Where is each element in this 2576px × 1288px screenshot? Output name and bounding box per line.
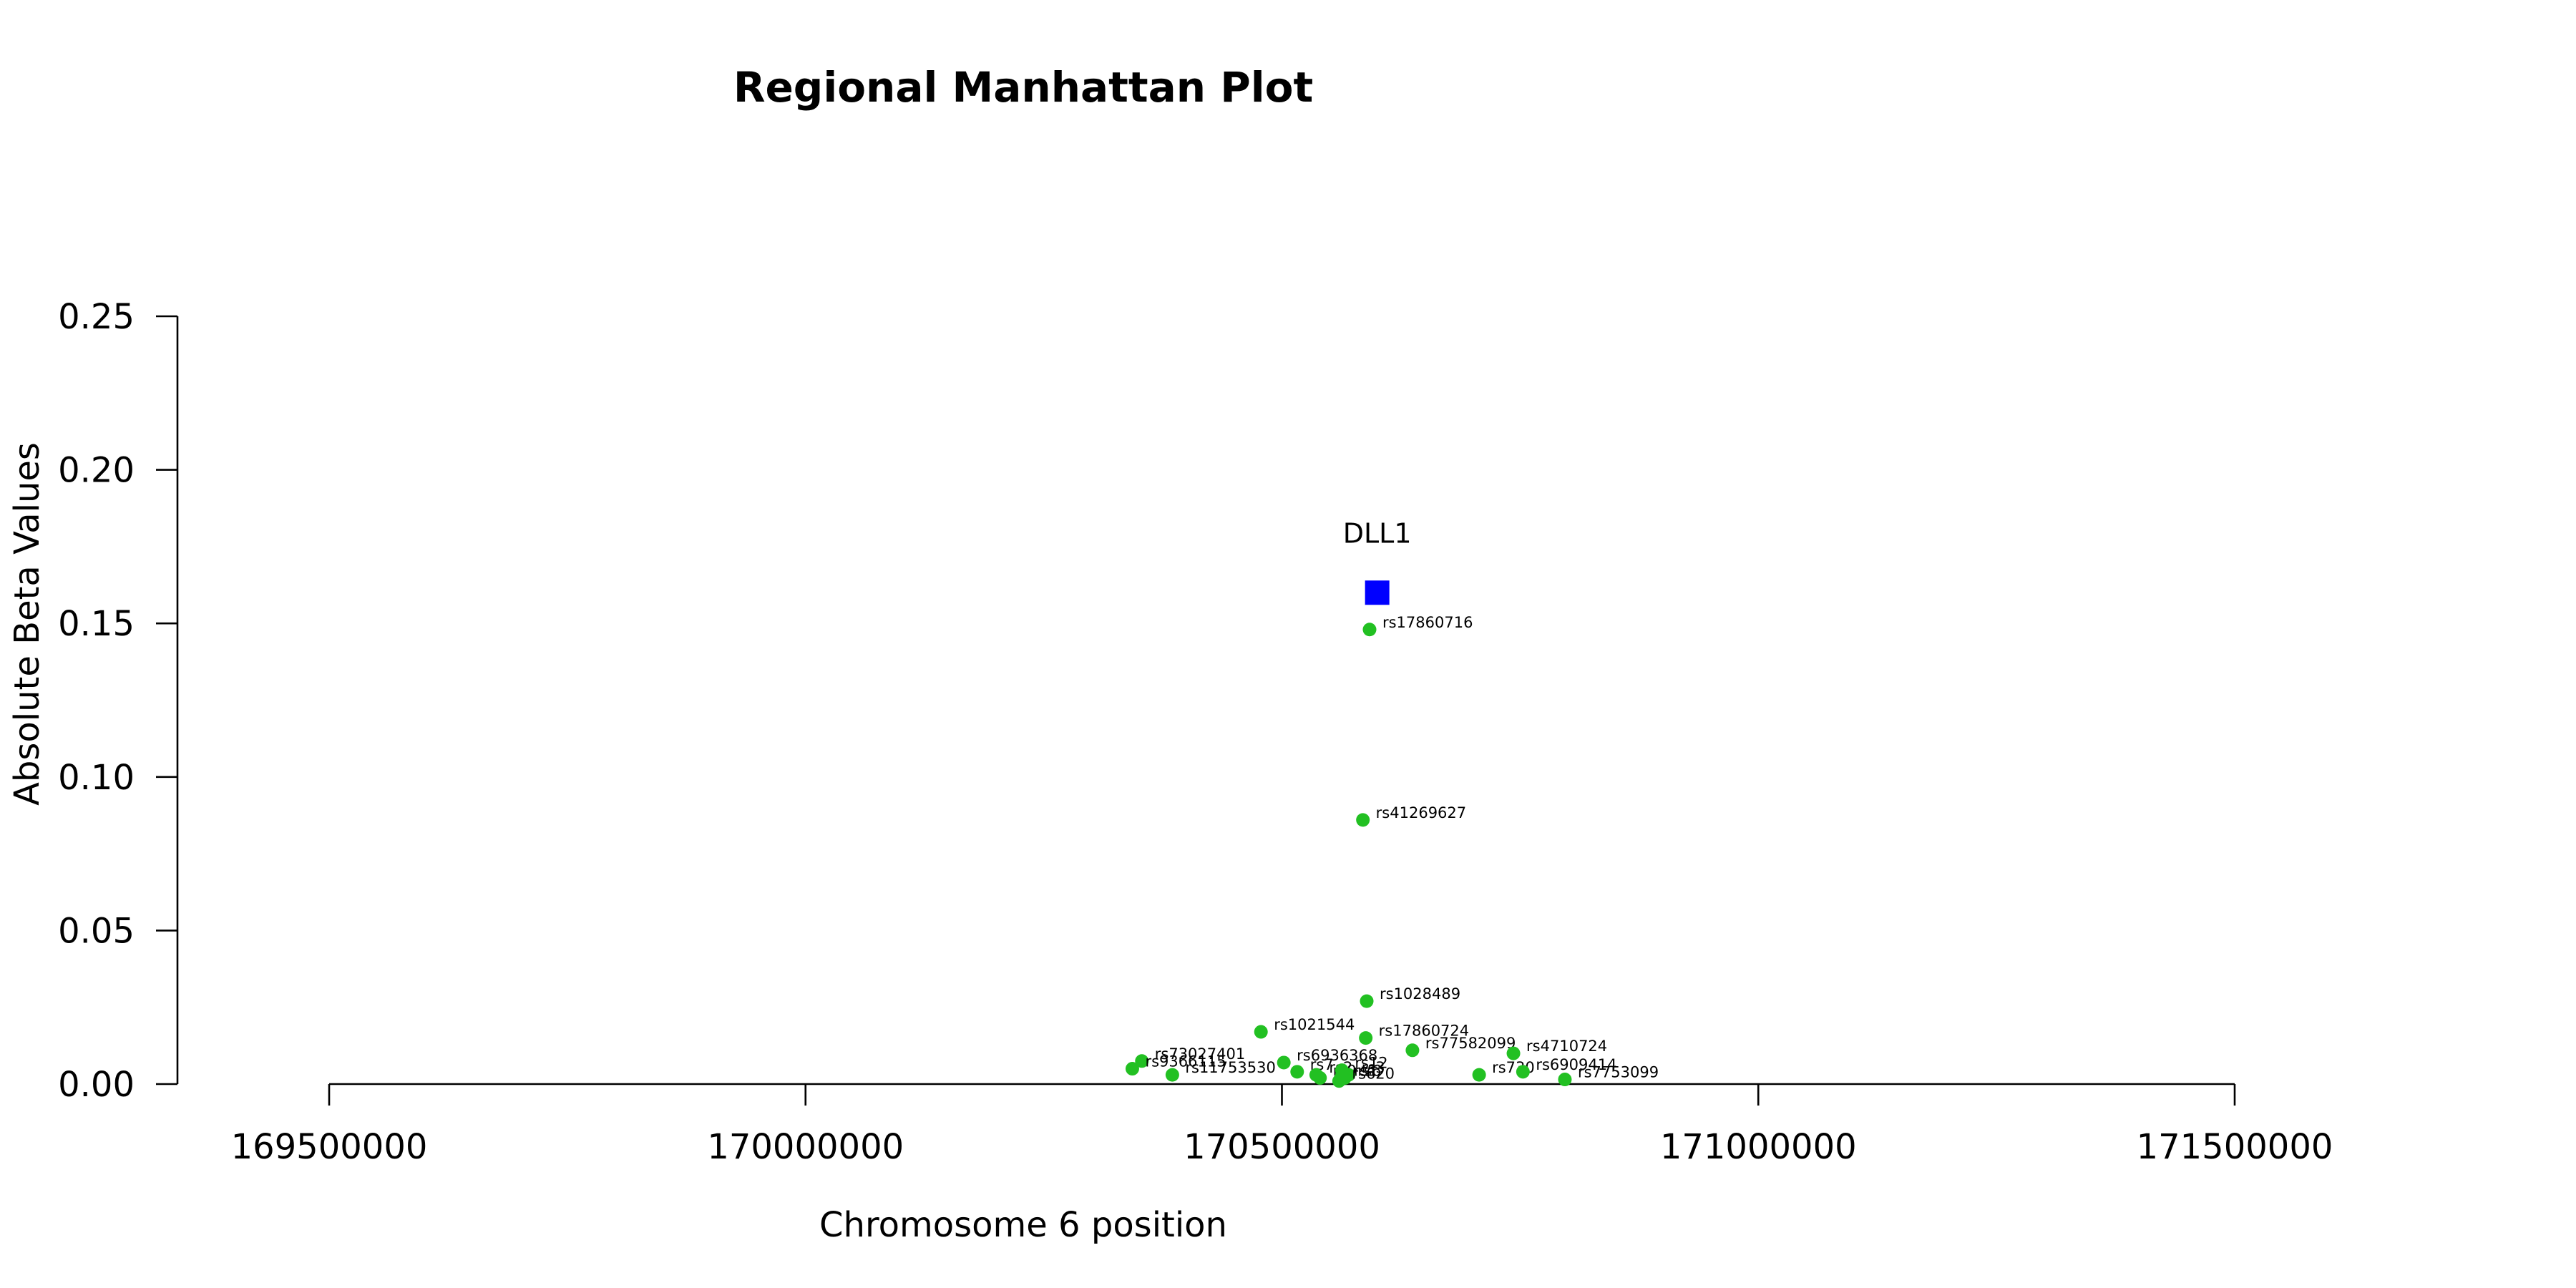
snp-label: rs3 — [1362, 1059, 1385, 1076]
snp-point — [1335, 1063, 1349, 1078]
snp-label: rs1 — [1354, 1062, 1377, 1079]
y-tick-label: 0.05 — [58, 911, 135, 951]
snp-point — [1356, 813, 1370, 827]
snp-point — [1135, 1054, 1149, 1068]
snp-point — [1254, 1025, 1268, 1039]
snp-label: rs6909414 — [1536, 1056, 1616, 1073]
x-tick-label: 169500000 — [231, 1127, 428, 1167]
snp-point — [1360, 994, 1374, 1008]
snp-label: rs6 — [1357, 1062, 1381, 1079]
y-tick-label: 0.25 — [58, 297, 135, 337]
snp-label: rs9366115 — [1145, 1053, 1226, 1070]
y-axis-title: Absolute Beta Values — [7, 442, 47, 806]
snp-point — [1277, 1055, 1291, 1070]
snp-label: rs77582099 — [1425, 1035, 1516, 1052]
axes: 0.00 0.05 0.10 0.15 0.20 0.25 169500000 1700000… — [58, 297, 2333, 1167]
snp-point — [1290, 1065, 1304, 1079]
snp-point — [1359, 1031, 1373, 1045]
snp-label: rs11753530 — [1185, 1059, 1275, 1076]
snp-point — [1125, 1062, 1139, 1076]
snp-point — [1165, 1068, 1179, 1082]
snp-label: rs17860724 — [1379, 1023, 1469, 1040]
gene-marker: DLL1 — [1343, 517, 1412, 605]
snp-label: rs73027401 — [1155, 1045, 1245, 1063]
data-points: rs17860716 rs41269627 rs1028489 rs1021544 rs… — [1125, 614, 1659, 1088]
snp-point — [1332, 1074, 1346, 1088]
y-tick-label: 0.20 — [58, 451, 135, 491]
snp-point — [1362, 623, 1377, 637]
chart-title: Regional Manhattan Plot — [733, 63, 1313, 112]
x-tick-label: 170500000 — [1184, 1127, 1380, 1167]
snp-label: rs17860716 — [1382, 614, 1473, 631]
gene-label: DLL1 — [1343, 517, 1412, 549]
snp-point — [1313, 1070, 1327, 1085]
snp-label: rs1028489 — [1380, 985, 1460, 1002]
snp-point — [1558, 1073, 1572, 1087]
x-tick-label: 170000000 — [707, 1127, 904, 1167]
gene-square — [1365, 580, 1390, 605]
snp-label: rs41269627 — [1376, 804, 1466, 821]
snp-point — [1472, 1068, 1486, 1082]
x-tick-label: 171000000 — [1660, 1127, 1857, 1167]
snp-point — [1506, 1046, 1521, 1060]
snp-label: rs1021544 — [1274, 1016, 1355, 1033]
snp-point — [1405, 1043, 1420, 1058]
snp-label: rs12 — [1355, 1055, 1387, 1072]
snp-label: rs4710724 — [1526, 1038, 1607, 1055]
x-tick-label: 171500000 — [2137, 1127, 2333, 1167]
snp-label: rs6936368 — [1297, 1047, 1377, 1064]
y-tick-label: 0.00 — [58, 1065, 135, 1105]
snp-point — [1516, 1065, 1530, 1079]
y-tick-label: 0.15 — [58, 604, 135, 644]
snp-label: rs620 — [1352, 1065, 1395, 1083]
snp-label: rs7753099 — [1578, 1064, 1659, 1081]
y-tick-label: 0.10 — [58, 758, 135, 798]
x-axis-title: Chromosome 6 position — [819, 1205, 1227, 1245]
